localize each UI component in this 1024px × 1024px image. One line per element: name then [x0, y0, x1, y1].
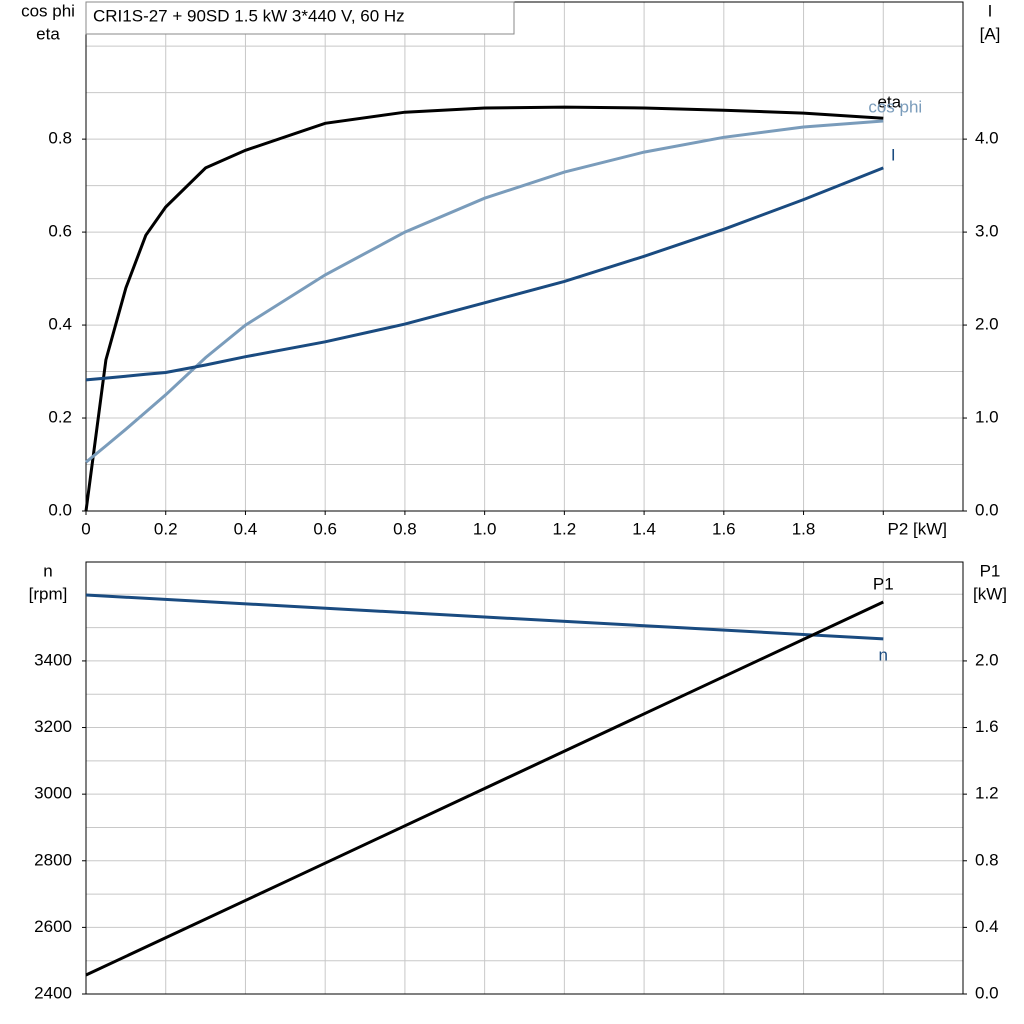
x-tick-label: 1.6: [712, 519, 736, 538]
series-label: n: [879, 645, 888, 664]
y2-tick-label: 2.0: [975, 315, 999, 334]
y-axis-label: n: [43, 561, 52, 580]
series-line: [85, 119, 884, 464]
y-tick-label: 3400: [34, 650, 72, 669]
y-tick-label: 2600: [34, 917, 72, 936]
y-tick-label: 0.2: [48, 408, 72, 427]
y-tick-label: 3200: [34, 717, 72, 736]
y2-tick-label: 0.0: [975, 500, 999, 519]
y2-axis-label: [kW]: [973, 584, 1007, 603]
y2-tick-label: 0.8: [975, 850, 999, 869]
y2-axis-label: [A]: [980, 24, 1001, 43]
series-line: [84, 105, 884, 512]
series-line: [85, 166, 884, 382]
y2-tick-label: 3.0: [975, 222, 999, 241]
x-tick-label: 1.8: [792, 519, 816, 538]
plot-frame: [85, 1, 964, 512]
series-label: eta: [877, 93, 901, 112]
y2-tick-label: 4.0: [975, 129, 999, 148]
y2-tick-label: 1.6: [975, 717, 999, 736]
y2-axis-label: P1: [980, 561, 1001, 580]
series-line: [85, 600, 884, 977]
y-tick-label: 2800: [34, 850, 72, 869]
series-label: cos phi: [868, 97, 922, 116]
y2-tick-label: 1.2: [975, 784, 999, 803]
x-tick-label: 1.0: [473, 519, 497, 538]
y-tick-label: 3000: [34, 784, 72, 803]
x-tick-label: 0.6: [313, 519, 337, 538]
series-label: P1: [873, 574, 894, 593]
y-axis-label: eta: [36, 24, 60, 43]
y2-tick-label: 1.0: [975, 408, 999, 427]
title-box: [85, 1, 515, 35]
y-tick-label: 2400: [34, 983, 72, 1002]
y2-tick-label: 0.0: [975, 983, 999, 1002]
x-tick-label: P2 [kW]: [888, 519, 948, 538]
y-tick-label: 0.6: [48, 222, 72, 241]
x-tick-label: 0.8: [393, 519, 417, 538]
y2-tick-label: 2.0: [975, 650, 999, 669]
series-line: [85, 593, 884, 641]
y-axis-label: [rpm]: [29, 584, 68, 603]
y-tick-label: 0.0: [48, 500, 72, 519]
x-tick-label: 0.4: [234, 519, 258, 538]
x-tick-label: 0.2: [154, 519, 178, 538]
series-label: I: [891, 145, 896, 164]
chart-title: CRI1S-27 + 90SD 1.5 kW 3*440 V, 60 Hz: [93, 6, 405, 25]
y2-tick-label: 0.4: [975, 917, 999, 936]
x-tick-label: 1.4: [632, 519, 656, 538]
y2-axis-label: I: [988, 1, 993, 20]
x-tick-label: 0: [81, 519, 90, 538]
y-tick-label: 0.4: [48, 315, 72, 334]
x-tick-label: 1.2: [553, 519, 577, 538]
y-axis-label: cos phi: [21, 1, 75, 20]
y-tick-label: 0.8: [48, 129, 72, 148]
plot-frame: [85, 561, 964, 995]
